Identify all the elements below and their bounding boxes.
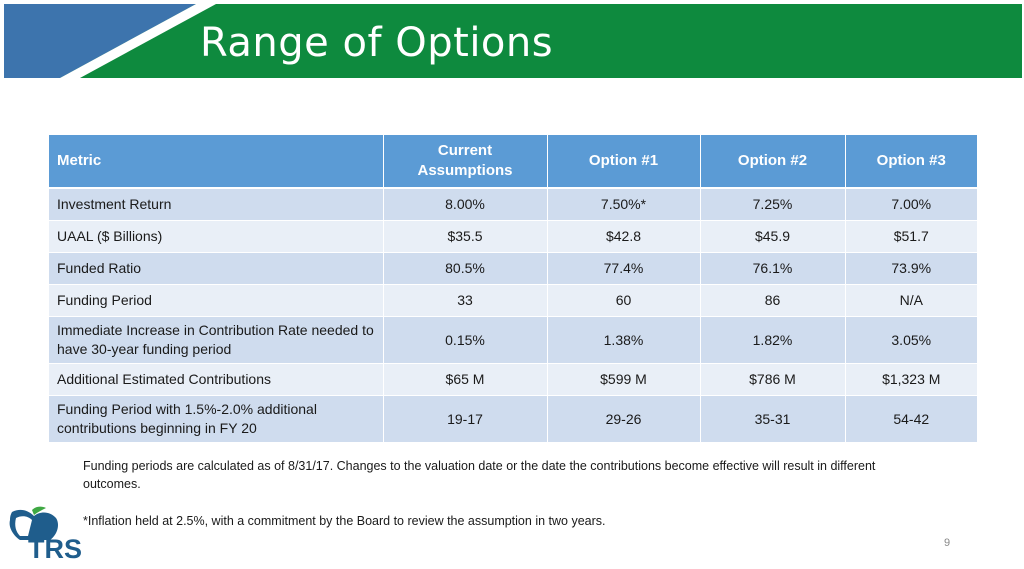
banner-blue-wedge [4,4,196,78]
value-cell: $42.8 [547,220,701,253]
value-cell: 8.00% [383,188,548,221]
options-table: Metric Current Assumptions Option #1 Opt… [49,135,977,443]
table-row: Funded Ratio 80.5% 77.4% 76.1% 73.9% [49,252,977,285]
value-cell: $1,323 M [845,363,977,396]
metric-cell: Funding Period [49,284,384,317]
table-header-row: Metric Current Assumptions Option #1 Opt… [49,135,977,189]
header-option-3: Option #3 [845,135,977,189]
table-row: Additional Estimated Contributions $65 M… [49,363,977,396]
value-cell: 86 [700,284,846,317]
title-banner: Range of Options [4,4,1022,78]
value-cell: 1.38% [547,316,701,364]
value-cell: 73.9% [845,252,977,285]
metric-cell: Funded Ratio [49,252,384,285]
value-cell: 29-26 [547,395,701,443]
value-cell: 76.1% [700,252,846,285]
table-row: UAAL ($ Billions) $35.5 $42.8 $45.9 $51.… [49,220,977,253]
banner-white-stripe [60,4,216,78]
table-row: Immediate Increase in Contribution Rate … [49,316,977,364]
header-current-assumptions: Current Assumptions [383,135,548,189]
value-cell: 7.00% [845,188,977,221]
apple-logo-icon [9,506,58,540]
value-cell: 19-17 [383,395,548,443]
table-row: Investment Return 8.00% 7.50%* 7.25% 7.0… [49,188,977,221]
value-cell: 3.05% [845,316,977,364]
page-number: 9 [944,537,951,549]
inflation-footnote: *Inflation held at 2.5%, with a commitme… [83,514,606,528]
trs-logo: TRS [6,506,86,564]
banner-shapes [4,4,1022,78]
table-row: Funding Period with 1.5%-2.0% additional… [49,395,977,443]
header-option-2: Option #2 [700,135,846,189]
value-cell: 80.5% [383,252,548,285]
metric-cell: UAAL ($ Billions) [49,220,384,253]
header-metric: Metric [49,135,384,189]
value-cell: 0.15% [383,316,548,364]
value-cell: 7.25% [700,188,846,221]
funding-periods-note: Funding periods are calculated as of 8/3… [83,459,876,491]
value-cell: 35-31 [700,395,846,443]
header-option-1: Option #1 [547,135,701,189]
metric-cell: Funding Period with 1.5%-2.0% additional… [49,395,384,443]
metric-cell: Investment Return [49,188,384,221]
value-cell: 7.50%* [547,188,701,221]
slide-title: Range of Options [200,20,554,66]
value-cell: $786 M [700,363,846,396]
table-row: Funding Period 33 60 86 N/A [49,284,977,317]
value-cell: $35.5 [383,220,548,253]
value-cell: 33 [383,284,548,317]
value-cell: 1.82% [700,316,846,364]
value-cell: $599 M [547,363,701,396]
metric-cell: Additional Estimated Contributions [49,363,384,396]
value-cell: N/A [845,284,977,317]
value-cell: 60 [547,284,701,317]
value-cell: 54-42 [845,395,977,443]
metric-cell: Immediate Increase in Contribution Rate … [49,316,384,364]
value-cell: $51.7 [845,220,977,253]
logo-text: TRS [28,534,82,564]
value-cell: $45.9 [700,220,846,253]
value-cell: 77.4% [547,252,701,285]
value-cell: $65 M [383,363,548,396]
